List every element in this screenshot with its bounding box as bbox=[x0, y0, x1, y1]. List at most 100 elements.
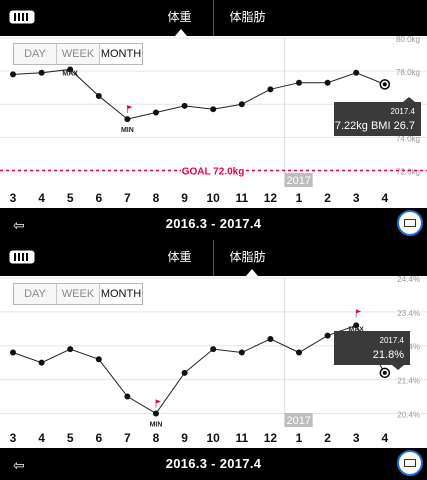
display-badge-icon[interactable] bbox=[397, 210, 423, 236]
y-tick-label: 23.4% bbox=[397, 309, 420, 318]
tooltip-box bbox=[334, 331, 410, 365]
data-point bbox=[95, 356, 102, 363]
year-badge bbox=[284, 173, 313, 187]
back-arrow-icon[interactable]: ⇦ bbox=[13, 457, 25, 473]
x-tick-label: 11 bbox=[235, 191, 249, 205]
data-point bbox=[153, 109, 159, 116]
week-button[interactable]: WEEK bbox=[56, 44, 99, 64]
tooltip-date: 2017.4 bbox=[380, 336, 405, 345]
tab-bodyfat[interactable]: 体脂肪 bbox=[213, 240, 281, 276]
x-tick-label: 7 bbox=[124, 191, 131, 205]
data-point bbox=[296, 79, 302, 86]
max-label: MAX bbox=[62, 70, 78, 77]
tab-bodyfat[interactable]: 体脂肪 bbox=[213, 0, 281, 36]
month-button[interactable]: MONTH bbox=[99, 44, 142, 64]
period-selector: DAY WEEK MONTH bbox=[13, 43, 143, 65]
x-tick-label: 9 bbox=[181, 191, 188, 205]
data-point bbox=[353, 69, 360, 76]
week-button[interactable]: WEEK bbox=[56, 284, 99, 304]
x-tick-label: 3 bbox=[352, 431, 360, 445]
top-bar: 体重 体脂肪 bbox=[0, 0, 427, 36]
active-tab-caret bbox=[175, 29, 187, 36]
x-tick-label: 4 bbox=[38, 431, 45, 445]
flag-icon bbox=[127, 105, 133, 110]
data-point-selected-dot bbox=[382, 82, 387, 87]
tab-weight[interactable]: 体重 bbox=[167, 10, 192, 24]
min-label: MIN bbox=[150, 421, 163, 428]
x-tick-label: 10 bbox=[206, 191, 220, 205]
tab-weight[interactable]: 体重 bbox=[167, 250, 192, 264]
year-label: 2017 bbox=[286, 415, 310, 427]
x-tick-label: 5 bbox=[66, 431, 74, 445]
x-tick-label: 6 bbox=[95, 191, 103, 205]
tooltip-box bbox=[334, 102, 421, 136]
x-tick-label: 4 bbox=[38, 191, 45, 205]
data-point bbox=[324, 79, 331, 86]
x-tick-label: 6 bbox=[95, 431, 103, 445]
y-tick-label: 80.0kg bbox=[396, 36, 420, 44]
x-tick-label: 10 bbox=[206, 431, 220, 445]
x-tick-label: 8 bbox=[152, 191, 160, 205]
display-badge-icon[interactable] bbox=[397, 450, 423, 476]
data-point bbox=[38, 69, 45, 76]
x-tick-label: 4 bbox=[381, 431, 389, 445]
y-tick-label: 24.4% bbox=[397, 276, 420, 284]
flag-icon bbox=[356, 309, 362, 314]
x-tick-label: 11 bbox=[235, 431, 249, 445]
scale-logo-icon[interactable] bbox=[9, 250, 35, 264]
x-tick-label: 2 bbox=[324, 431, 331, 445]
data-point bbox=[38, 359, 45, 366]
y-tick-label: 20.4% bbox=[397, 410, 420, 419]
max-label: MAX bbox=[348, 326, 364, 333]
y-tick-label: 72.0kg bbox=[396, 167, 420, 176]
flag-icon bbox=[156, 399, 161, 404]
data-point bbox=[353, 322, 360, 329]
data-point bbox=[67, 66, 74, 73]
date-range: 2016.3 - 2017.4 bbox=[165, 456, 262, 471]
year-badge bbox=[284, 413, 313, 427]
x-tick-label: 12 bbox=[263, 431, 278, 445]
x-tick-label: 1 bbox=[295, 191, 303, 205]
data-point bbox=[124, 116, 131, 123]
bodyfat-panel: 体重 体脂肪 24.4%23.4%22.4%21.4%20.4%2017MAXM… bbox=[0, 240, 427, 480]
y-tick-label: 74.0kg bbox=[396, 134, 420, 143]
x-tick-label: 2 bbox=[324, 191, 331, 205]
data-point bbox=[95, 92, 102, 99]
data-point bbox=[124, 393, 131, 400]
x-tick-label: 12 bbox=[263, 191, 278, 205]
x-axis: 3 4 5 6 7 8 9 10 11 12 1 2 3 4 bbox=[0, 187, 427, 209]
x-tick-label: 3 bbox=[352, 191, 360, 205]
x-tick-label: 5 bbox=[66, 191, 74, 205]
back-arrow-icon[interactable]: ⇦ bbox=[13, 217, 25, 233]
month-button[interactable]: MONTH bbox=[99, 284, 142, 304]
bottom-bar: ⇦ 2016.3 - 2017.4 bbox=[0, 208, 427, 240]
tooltip-date: 2017.4 bbox=[391, 107, 416, 116]
tooltip-arrow bbox=[392, 365, 404, 370]
min-label: MIN bbox=[121, 127, 134, 134]
bodyfat-chart: 24.4%23.4%22.4%21.4%20.4%2017MAXMIN2017.… bbox=[0, 276, 427, 428]
tooltip-value: 21.8% bbox=[373, 349, 404, 361]
data-point bbox=[10, 349, 16, 356]
day-button[interactable]: DAY bbox=[24, 288, 46, 300]
y-tick-label: 78.0kg bbox=[396, 68, 420, 77]
data-point bbox=[181, 102, 188, 109]
tooltip-value: 77.22kg BMI 26.7 bbox=[329, 120, 415, 132]
active-tab-caret bbox=[246, 269, 258, 276]
data-point bbox=[210, 346, 217, 353]
goal-label: GOAL 72.0kg bbox=[182, 166, 245, 177]
data-point bbox=[153, 410, 159, 417]
year-label: 2017 bbox=[286, 175, 310, 187]
y-tick-label: 21.4% bbox=[397, 377, 420, 386]
data-point bbox=[267, 335, 274, 342]
period-selector: DAY WEEK MONTH bbox=[13, 283, 143, 305]
goal-label-bg bbox=[181, 164, 245, 177]
day-button[interactable]: DAY bbox=[24, 48, 46, 60]
x-tick-label: 7 bbox=[124, 431, 131, 445]
data-point bbox=[181, 369, 188, 376]
scale-logo-icon[interactable] bbox=[9, 10, 35, 24]
data-point bbox=[324, 332, 331, 339]
x-tick-label: 3 bbox=[9, 431, 17, 445]
x-tick-label: 1 bbox=[295, 431, 303, 445]
data-point bbox=[267, 86, 274, 93]
